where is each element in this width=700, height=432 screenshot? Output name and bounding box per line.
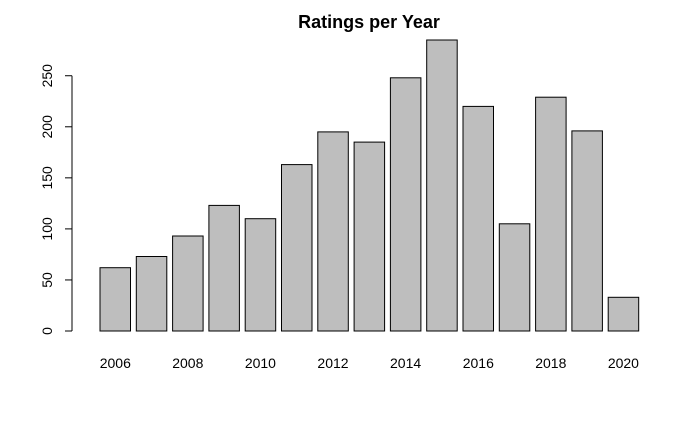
y-tick-label-150: 150 — [39, 166, 55, 190]
bar-2016 — [462, 105, 494, 332]
bar-2018 — [535, 96, 567, 332]
y-axis: 0 50 100 150 200 250 — [39, 64, 73, 335]
chart-title: Ratings per Year — [298, 12, 440, 32]
bar-2008 — [172, 235, 204, 332]
y-tick-label-250: 250 — [39, 64, 55, 88]
y-tick-label-200: 200 — [39, 115, 55, 139]
bar-2006 — [99, 267, 131, 332]
y-tick-label-0: 0 — [39, 327, 55, 335]
bar-2017 — [498, 223, 531, 332]
x-tick-label-2010: 2010 — [245, 355, 276, 371]
x-tick-label-2006: 2006 — [100, 355, 131, 371]
bar-2011 — [281, 164, 313, 332]
x-tick-label-2020: 2020 — [608, 355, 639, 371]
bar-2013 — [353, 141, 386, 332]
x-tick-label-2018: 2018 — [535, 355, 566, 371]
bar-2020 — [607, 296, 640, 332]
y-tick-label-100: 100 — [39, 217, 55, 241]
x-tick-label-2014: 2014 — [390, 355, 421, 371]
bars-group — [99, 39, 640, 332]
bar-2007 — [135, 256, 168, 332]
y-tick-label-50: 50 — [39, 272, 55, 288]
x-tick-label-2008: 2008 — [172, 355, 203, 371]
bar-2012 — [317, 131, 349, 332]
bar-2019 — [571, 130, 603, 332]
x-axis-labels: 2006 2008 2010 2012 2014 2016 2018 2020 — [100, 355, 639, 371]
bar-2010 — [244, 218, 277, 332]
x-tick-label-2016: 2016 — [463, 355, 494, 371]
bar-2014 — [389, 77, 422, 332]
bar-2015 — [426, 39, 458, 332]
x-tick-label-2012: 2012 — [317, 355, 348, 371]
bar-2009 — [208, 204, 240, 332]
